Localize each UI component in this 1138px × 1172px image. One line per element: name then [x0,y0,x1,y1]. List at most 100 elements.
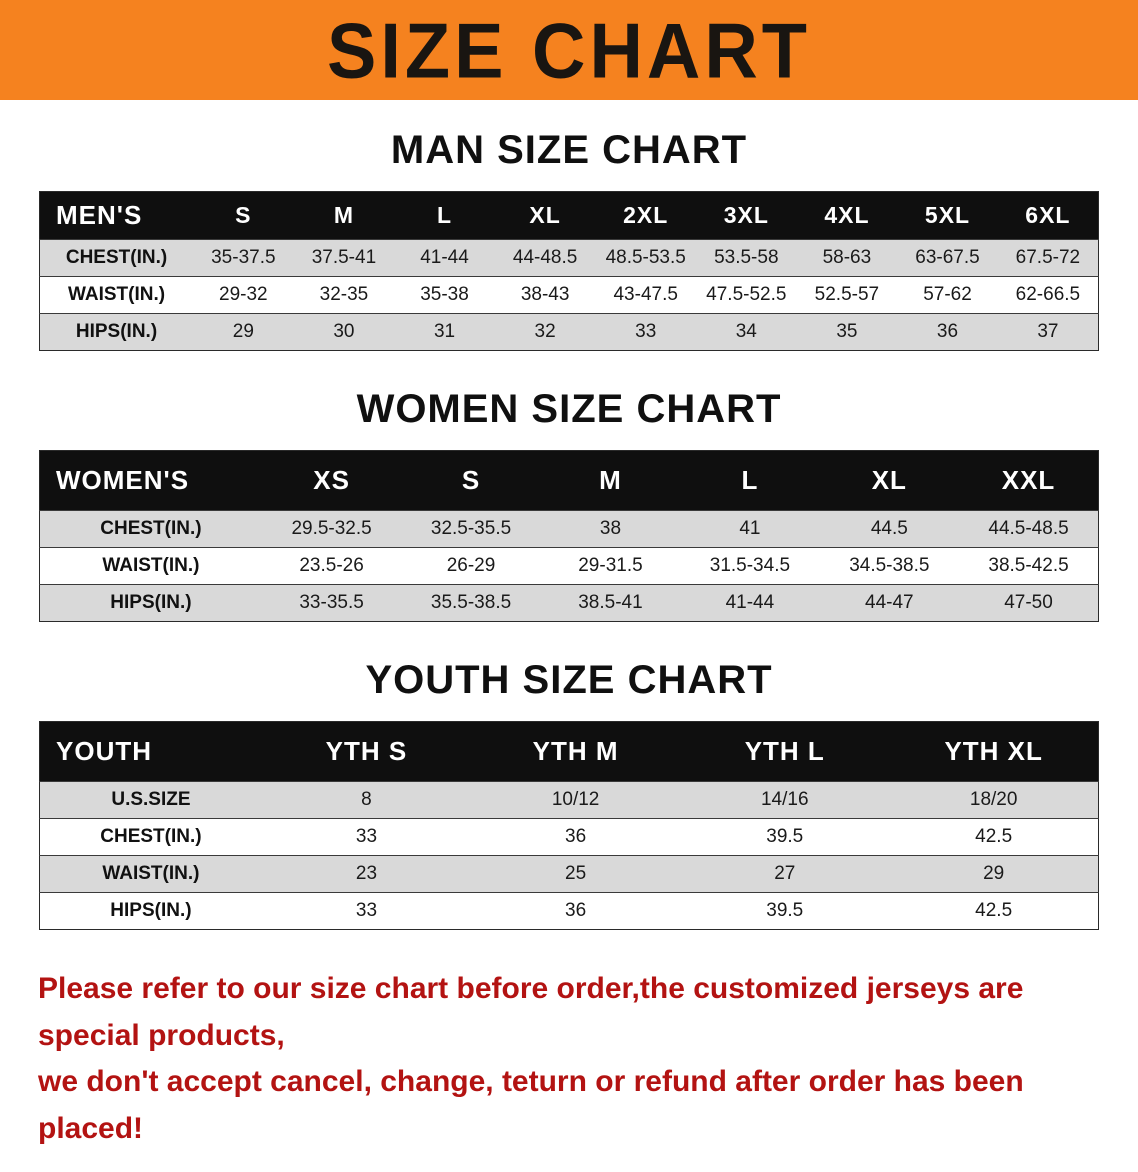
disclaimer-line-1: Please refer to our size chart before or… [38,972,1024,1052]
size-value: 58-63 [822,247,872,268]
size-value: 23 [355,863,378,884]
row-label: WAIST(IN.) [102,555,200,576]
size-value: 26-29 [446,555,496,576]
size-value: 29.5-32.5 [291,518,372,539]
row-label: U.S.SIZE [111,789,191,810]
size-value: 35-37.5 [211,247,276,268]
size-value: 38.5-41 [578,592,643,613]
size-value: 30 [333,321,355,342]
youth-size-chart-section: YOUTH SIZE CHART YOUTH YTH S YTH M YTH L YTH… [0,658,1138,930]
page-title: SIZE CHART [327,6,811,94]
table-row: U.S.SIZE 8 10/12 14/16 18/20 [39,781,1099,819]
size-value: 36 [936,321,959,342]
size-value: 37.5-41 [311,247,377,268]
youth-size-chart-heading: YOUTH SIZE CHART [365,658,773,702]
size-value: 35-38 [420,284,469,305]
size-value: 14/16 [760,789,809,810]
size-value: 33 [635,321,657,342]
size-value: 44.5-48.5 [988,518,1069,539]
size-value: 31.5-34.5 [709,555,791,576]
size-column-header: XL [819,450,960,511]
size-value: 41-44 [420,247,469,268]
women-size-chart-heading: WOMEN SIZE CHART [356,387,782,431]
row-label: CHEST(IN.) [100,518,202,539]
row-label: HIPS(IN.) [75,321,158,342]
size-value: 32.5-35.5 [430,518,512,539]
table-header-row: YOUTH YTH S YTH M YTH L YTH XL [39,721,1099,782]
size-column-header: 2XL [595,191,697,240]
size-value: 43-47.5 [613,284,678,305]
size-value: 23.5-26 [299,555,364,576]
size-value: 29-32 [219,284,268,305]
size-value: 41-44 [725,592,775,613]
size-value: 42.5 [975,900,1013,921]
table-row: HIPS(IN.) 29 30 31 32 33 34 35 36 37 [39,313,1099,351]
size-value: 38-43 [520,284,570,305]
size-value: 62-66.5 [1015,284,1081,305]
size-column-header: 6XL [997,191,1099,240]
size-value: 44-48.5 [512,247,578,268]
row-label: WAIST(IN.) [67,284,166,305]
table-row: CHEST(IN.) 29.5-32.5 32.5-35.5 38 41 44.5 44.5… [39,510,1099,548]
table-title-cell: WOMEN'S [39,450,262,511]
size-value: 63-67.5 [915,247,980,268]
table-title-cell: YOUTH [39,721,262,782]
size-column-header: YTH M [471,721,681,782]
table-title-cell: MEN'S [39,191,194,240]
size-value: 34 [735,321,757,342]
banner: SIZE CHART [0,0,1138,100]
size-value: 31 [433,321,456,342]
table-row: CHEST(IN.) 35-37.5 37.5-41 41-44 44-48.5 48.5… [39,239,1099,277]
size-value: 36 [565,826,587,847]
size-column-header: YTH XL [889,721,1099,782]
man-size-chart-heading: MAN SIZE CHART [390,128,748,172]
size-value: 10/12 [551,789,600,810]
size-value: 29 [232,321,254,342]
size-column-header: YTH S [261,721,472,782]
size-value: 44-47 [865,592,914,613]
table-row: HIPS(IN.) 33 36 39.5 42.5 [39,892,1099,930]
size-column-header: L [680,450,820,511]
table-header-row: WOMEN'S XS S M L XL XXL [39,450,1099,511]
row-label: CHEST(IN.) [65,247,168,268]
size-value: 33 [355,826,378,847]
size-value: 32-35 [319,284,369,305]
row-label: CHEST(IN.) [100,826,202,847]
youth-size-table: YOUTH YTH S YTH M YTH L YTH XL U.S.SIZE 8 10/12… [39,721,1099,930]
size-column-header: YTH L [680,721,890,782]
size-column-header: XXL [959,450,1099,511]
size-value: 47.5-52.5 [706,284,787,305]
size-value: 33-35.5 [299,592,364,613]
size-value: 41 [739,518,761,539]
size-value: 44.5 [870,518,908,539]
table-row: CHEST(IN.) 33 36 39.5 42.5 [39,818,1099,856]
size-column-header: 5XL [897,191,998,240]
women-size-chart-section: WOMEN SIZE CHART WOMEN'S XS S M L XL XXL CHEST(… [0,387,1138,622]
size-column-header: XS [261,450,402,511]
size-value: 38.5-42.5 [988,555,1069,576]
size-column-header: M [293,191,395,240]
size-value: 29-31.5 [578,555,643,576]
size-value: 32 [534,321,556,342]
man-size-chart-section: MAN SIZE CHART MEN'S S M L XL 2XL 3XL 4XL 5XL 6XL… [0,128,1138,351]
size-value: 36 [565,900,587,921]
size-value: 37 [1037,321,1059,342]
size-value: 33 [355,900,378,921]
size-value: 42.5 [975,826,1013,847]
size-value: 35.5-38.5 [430,592,512,613]
size-value: 29 [983,863,1005,884]
size-value: 39.5 [766,900,804,921]
size-value: 38 [599,518,622,539]
size-value: 67.5-72 [1015,247,1081,268]
size-value: 52.5-57 [814,284,880,305]
row-label: HIPS(IN.) [110,900,192,921]
size-column-header: XL [494,191,596,240]
size-value: 57-62 [923,284,972,305]
women-size-table: WOMEN'S XS S M L XL XXL CHEST(IN.) 29.5-32.5 32.5… [39,450,1099,622]
size-value: 34.5-38.5 [849,555,930,576]
size-value: 47-50 [1004,592,1053,613]
row-label: HIPS(IN.) [110,592,192,613]
table-header-row: MEN'S S M L XL 2XL 3XL 4XL 5XL 6XL [39,191,1099,240]
table-row: WAIST(IN.) 23.5-26 26-29 29-31.5 31.5-34.5 34… [39,547,1099,585]
